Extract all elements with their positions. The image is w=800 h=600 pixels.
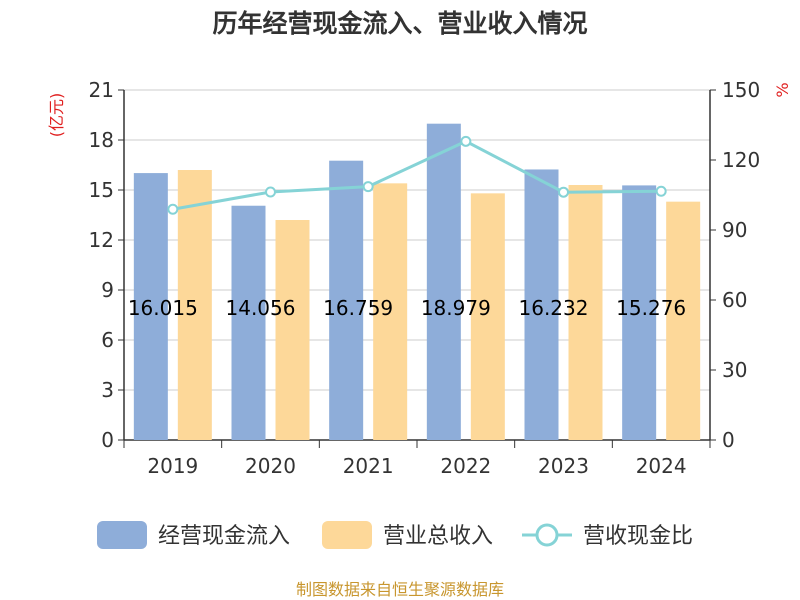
bars: [133, 123, 701, 441]
ratio-point: [265, 186, 276, 198]
bar-revenue: [275, 220, 310, 440]
bar-revenue: [568, 185, 603, 440]
x-tick-label: 2023: [538, 454, 589, 478]
right-tick-label: 150: [722, 78, 760, 102]
source-note: 制图数据来自恒生聚源数据库: [296, 580, 504, 599]
right-axis-unit: %: [773, 82, 792, 97]
x-tick-label: 2021: [343, 454, 394, 478]
left-tick-label: 12: [89, 228, 114, 252]
right-tick-label: 30: [722, 358, 747, 382]
ratio-point: [167, 203, 179, 215]
bar-revenue: [666, 201, 701, 440]
bar-cash-inflow: [426, 123, 461, 440]
left-tick-label: 21: [89, 78, 114, 102]
left-tick-label: 3: [101, 378, 114, 402]
right-tick-label: 90: [722, 218, 747, 242]
data-label-cash-inflow: 16.015: [128, 296, 198, 320]
legend-marker-ratio: [535, 523, 559, 547]
axes: 0 3 6 9 12 15 18 21 0 30 60 90 120 150 2019 2020 2021 202…: [89, 78, 761, 478]
right-tick-label: 60: [722, 288, 747, 312]
data-labels: 16.015 14.056 16.759 18.979 16.232 15.276: [128, 296, 686, 320]
bar-revenue: [470, 193, 505, 440]
legend-label-revenue: 营业总收入: [383, 524, 493, 549]
left-tick-label: 6: [101, 328, 114, 352]
ratio-line-path: [172, 139, 662, 211]
bar-cash-inflow: [329, 160, 364, 440]
data-label-cash-inflow: 16.759: [323, 296, 393, 320]
legend: 经营现金流入 营业总收入 营收现金比: [97, 521, 693, 549]
ratio-point: [460, 135, 472, 147]
legend-label-cash-inflow: 经营现金流入: [158, 524, 290, 549]
data-label-cash-inflow: 15.276: [616, 296, 686, 320]
ratio-point: [558, 186, 569, 198]
bar-cash-inflow: [622, 185, 657, 440]
ratio-point: [362, 181, 374, 193]
x-tick-label: 2019: [147, 454, 198, 478]
bar-cash-inflow: [133, 173, 168, 441]
x-tick-label: 2022: [440, 454, 491, 478]
ratio-point: [655, 185, 667, 197]
legend-swatch-cash-inflow: [97, 521, 147, 549]
right-tick-label: 120: [722, 148, 760, 172]
data-label-cash-inflow: 14.056: [226, 296, 296, 320]
left-tick-label: 0: [101, 428, 114, 452]
legend-label-ratio: 营收现金比: [583, 524, 693, 549]
bar-cash-inflow: [231, 205, 266, 440]
left-tick-label: 9: [101, 278, 114, 302]
bar-revenue: [177, 170, 212, 440]
data-label-cash-inflow: 18.979: [421, 296, 491, 320]
x-tick-label: 2020: [245, 454, 296, 478]
left-axis-unit: (亿元): [47, 93, 66, 138]
left-tick-label: 15: [89, 178, 114, 202]
bar-revenue: [373, 183, 408, 441]
grid: [124, 89, 710, 391]
bar-cash-inflow: [524, 169, 559, 440]
x-tick-label: 2024: [636, 454, 687, 478]
ratio-line: [167, 135, 667, 215]
right-tick-label: 0: [722, 428, 735, 452]
chart-title: 历年经营现金流入、营业收入情况: [212, 9, 587, 38]
legend-swatch-revenue: [322, 521, 372, 549]
left-tick-label: 18: [89, 128, 114, 152]
data-label-cash-inflow: 16.232: [519, 296, 589, 320]
